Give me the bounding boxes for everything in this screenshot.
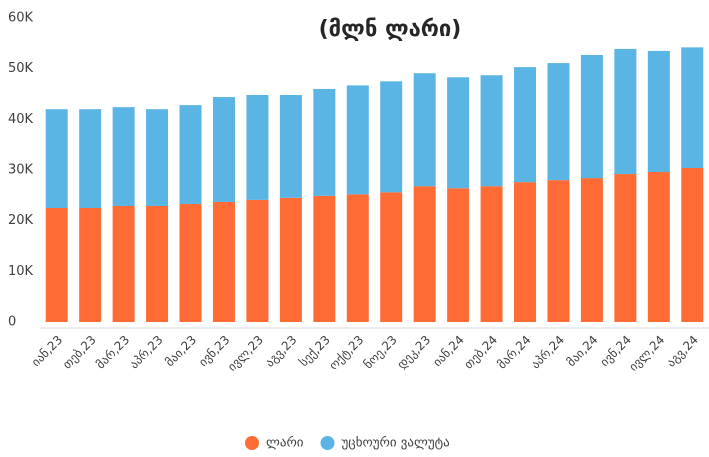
x-tick-label: მარ,23 (93, 333, 132, 372)
bar-segment (413, 73, 436, 187)
bar-segment (45, 208, 68, 322)
x-tick-label: მაი,24 (564, 333, 601, 370)
legend-marker (245, 436, 259, 450)
bar-segment (447, 188, 470, 322)
bar-segment (547, 63, 570, 181)
bar-segment (146, 109, 169, 206)
bar-segment (647, 50, 670, 173)
bar-segment (447, 77, 470, 189)
bar-segment (480, 186, 503, 322)
bar-segment (514, 67, 537, 183)
bar-segment (380, 81, 403, 193)
bar-segment (681, 47, 704, 168)
bar-segment (212, 97, 235, 202)
bar-segment (413, 186, 436, 322)
bar-segment (614, 174, 637, 322)
bar-segment (346, 85, 369, 195)
bar-segment (246, 199, 269, 322)
legend-label: ლარი (266, 436, 304, 451)
legend-label: უცხოური ვალუტა (342, 436, 450, 451)
x-tick-label: თებ,23 (60, 333, 99, 372)
bar-segment (380, 192, 403, 322)
bar-segment (313, 88, 336, 196)
bar-segment (45, 109, 68, 208)
y-tick-label: 60K (8, 11, 34, 26)
y-tick-label: 10K (8, 264, 34, 279)
y-tick-label: 0 (8, 315, 16, 330)
bar-segment (346, 194, 369, 322)
x-tick-label: ივლ,24 (626, 333, 667, 374)
bar-segment (647, 172, 670, 322)
bar-segment (79, 109, 102, 208)
x-tick-label: მაი,23 (163, 333, 200, 370)
bar-segment (681, 167, 704, 322)
bar-segment (112, 205, 135, 322)
bar-segment (79, 208, 102, 322)
bar-segment (212, 201, 235, 322)
x-tick-label: იან,24 (430, 333, 467, 370)
x-tick-label: თებ,24 (461, 333, 500, 372)
x-tick-label: ნოე,23 (361, 333, 400, 372)
bar-segment (580, 54, 603, 179)
x-tick-label: აგვ,24 (664, 333, 701, 370)
y-tick-label: 40K (8, 112, 34, 127)
bar-segment (514, 182, 537, 322)
bar-segment (580, 178, 603, 322)
y-tick-label: 20K (8, 213, 34, 228)
x-tick-label: ოქტ,23 (326, 333, 366, 373)
bar-segment (279, 197, 302, 322)
x-tick-label: აპრ,23 (127, 333, 166, 372)
x-tick-label: დეკ,23 (394, 333, 433, 372)
bar-segment (146, 205, 169, 322)
bar-segment (480, 75, 503, 187)
legend-marker (320, 436, 335, 450)
y-tick-label: 50K (8, 61, 34, 76)
x-tick-label: აგვ,23 (262, 333, 299, 370)
bar-segment (313, 195, 336, 322)
bar-segment (279, 95, 302, 198)
x-tick-label: აპრ,24 (528, 333, 567, 372)
bar-segment (547, 180, 570, 322)
x-tick-label: იან,23 (29, 333, 66, 370)
y-tick-label: 30K (8, 163, 34, 178)
bar-segment (246, 95, 269, 200)
x-tick-label: მარ,24 (495, 333, 534, 372)
bar-segment (179, 105, 202, 204)
bar-segment (112, 107, 135, 206)
bar-segment (179, 203, 202, 322)
x-tick-label: ივლ,23 (225, 333, 266, 374)
bar-segment (614, 48, 637, 175)
chart-title: (მლნ ლარი) (319, 17, 462, 42)
